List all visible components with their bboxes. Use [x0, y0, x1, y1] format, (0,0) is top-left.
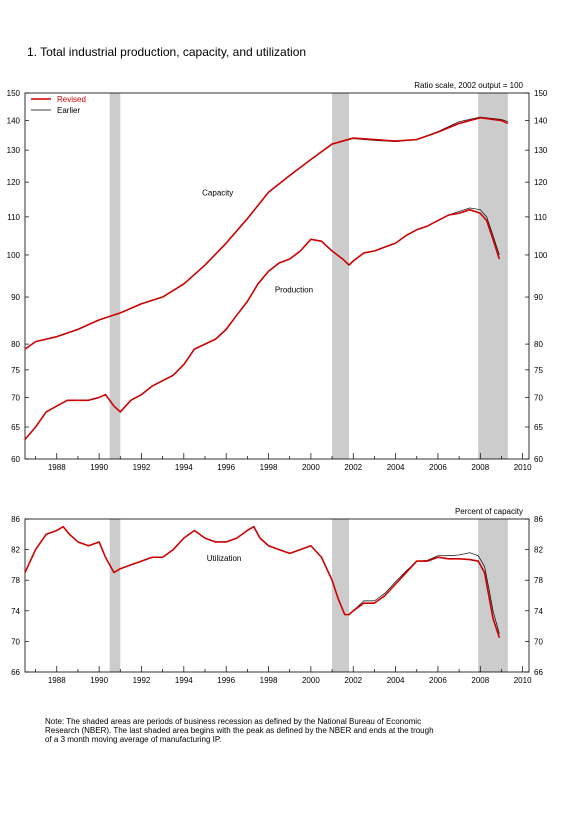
series-line-earlier-capacity	[24, 116, 508, 350]
recession-band	[478, 93, 508, 459]
note-line: Note: The shaded areas are periods of bu…	[45, 717, 422, 726]
y-tick-label-right: 66	[534, 668, 543, 677]
x-tick-label: 2004	[387, 463, 405, 472]
y-tick-label-left: 100	[7, 251, 21, 260]
y-tick-label-right: 110	[534, 213, 547, 222]
series-line-revised	[24, 525, 501, 638]
y-tick-label-left: 70	[11, 393, 20, 402]
y-tick-label-right: 78	[534, 576, 543, 585]
y-tick-label-right: 65	[534, 423, 543, 432]
x-tick-label: 1990	[90, 676, 108, 685]
y-tick-label-right: 140	[534, 117, 548, 126]
y-tick-label-right: 75	[534, 366, 543, 375]
x-tick-label: 1994	[175, 463, 193, 472]
x-tick-label: 2006	[429, 676, 447, 685]
recession-band	[109, 93, 121, 459]
y-tick-label-left: 60	[11, 455, 20, 464]
x-tick-label: 2002	[344, 676, 362, 685]
y-tick-label-right: 70	[534, 393, 543, 402]
x-tick-label: 1990	[90, 463, 108, 472]
x-tick-label: 2000	[302, 463, 320, 472]
x-tick-label: 2000	[302, 676, 320, 685]
y-tick-label-left: 110	[7, 213, 20, 222]
x-tick-label: 1988	[48, 676, 66, 685]
x-tick-label: 2008	[471, 676, 489, 685]
y-tick-label-left: 86	[11, 515, 20, 524]
util-chart-frame	[24, 518, 530, 673]
x-tick-label: 1992	[133, 463, 151, 472]
x-tick-label: 2006	[429, 463, 447, 472]
note-line: Research (NBER). The last shaded area be…	[45, 726, 434, 735]
annotation-production: Production	[275, 286, 313, 295]
ip-chart-frame	[24, 92, 530, 460]
y-tick-label-left: 78	[11, 576, 20, 585]
x-tick-label: 1996	[217, 676, 235, 685]
x-tick-label: 1988	[48, 463, 66, 472]
recession-band	[478, 519, 508, 672]
annotation-capacity: Capacity	[202, 189, 233, 198]
y-tick-label-left: 66	[11, 668, 20, 677]
recession-band	[332, 519, 349, 672]
y-tick-label-right: 82	[534, 546, 543, 555]
y-tick-label-right: 100	[534, 251, 548, 260]
x-tick-label: 1994	[175, 676, 193, 685]
y-tick-label-right: 70	[534, 637, 543, 646]
scale-note: Ratio scale, 2002 output = 100	[414, 81, 523, 90]
chart-note: Note: The shaded areas are periods of bu…	[45, 717, 525, 744]
y-tick-label-right: 130	[534, 146, 548, 155]
y-tick-label-right: 74	[534, 607, 543, 616]
y-tick-label-left: 75	[11, 366, 20, 375]
x-tick-label: 1996	[217, 463, 235, 472]
y-tick-label-left: 140	[7, 117, 21, 126]
x-tick-label: 1992	[133, 676, 151, 685]
x-tick-label: 2004	[387, 676, 405, 685]
legend-label-revised: Revised	[57, 95, 86, 104]
y-tick-label-right: 60	[534, 455, 543, 464]
y-tick-label-left: 90	[11, 293, 20, 302]
y-tick-label-left: 120	[7, 178, 21, 187]
x-tick-label: 2002	[344, 463, 362, 472]
y-tick-label-left: 70	[11, 637, 20, 646]
x-tick-label: 1998	[260, 463, 278, 472]
legend-label-earlier: Earlier	[57, 106, 80, 115]
annotation-utilization: Utilization	[207, 554, 242, 563]
series-line-revised-production	[24, 208, 501, 441]
recession-band	[332, 93, 349, 459]
x-tick-label: 2008	[471, 463, 489, 472]
y-tick-label-right: 90	[534, 293, 543, 302]
y-tick-label-left: 130	[7, 146, 21, 155]
x-tick-label: 1998	[260, 676, 278, 685]
series-line-revised-capacity	[24, 116, 509, 350]
unit-note: Percent of capacity	[455, 507, 523, 516]
y-tick-label-right: 120	[534, 178, 548, 187]
y-tick-label-left: 65	[11, 423, 20, 432]
y-tick-label-left: 150	[7, 89, 21, 98]
y-tick-label-left: 80	[11, 340, 20, 349]
y-tick-label-left: 74	[11, 607, 20, 616]
series-line-earlier-production	[24, 207, 500, 440]
y-tick-label-right: 80	[534, 340, 543, 349]
y-tick-label-right: 150	[534, 89, 548, 98]
y-tick-label-left: 82	[11, 546, 20, 555]
recession-band	[109, 519, 121, 672]
note-line: of a 3 month moving average of manufactu…	[45, 735, 222, 744]
x-tick-label: 2010	[514, 463, 532, 472]
x-tick-label: 2010	[514, 676, 532, 685]
figure-title: 1. Total industrial production, capacity…	[27, 45, 307, 59]
y-tick-label-right: 86	[534, 515, 543, 524]
